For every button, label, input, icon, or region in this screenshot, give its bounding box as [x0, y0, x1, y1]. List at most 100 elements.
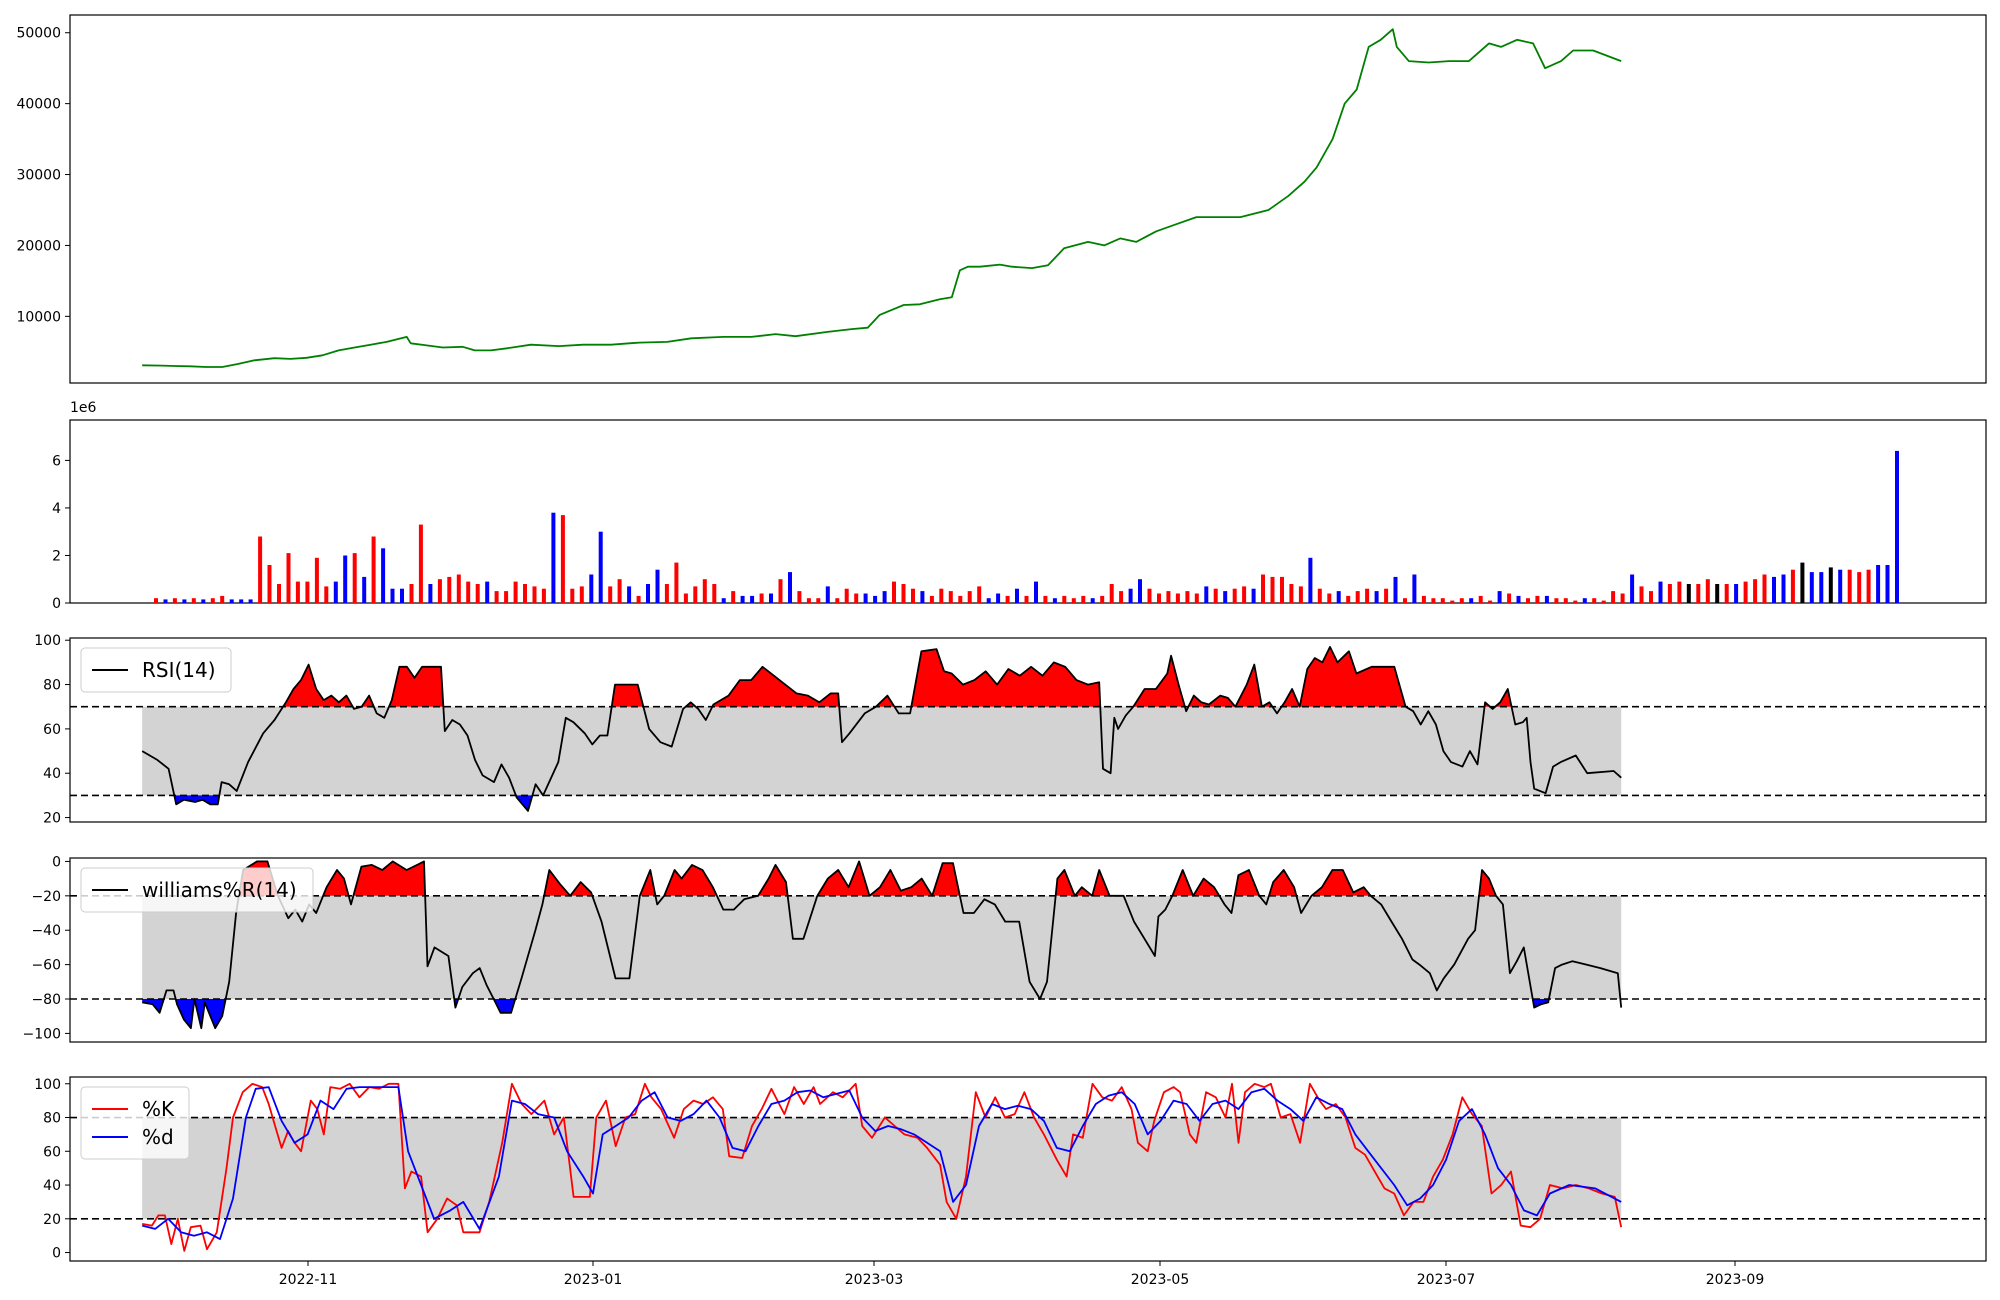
series-line-rsi14: [141, 646, 1622, 812]
volume-bar: [1204, 586, 1209, 603]
volume-bar: [1440, 598, 1445, 603]
volume-bar: [324, 586, 329, 603]
volume-bar: [806, 598, 811, 603]
volume-bar: [1393, 576, 1398, 603]
volume-bar: [1526, 598, 1530, 603]
volume-bar: [182, 599, 187, 603]
volume-bar: [1488, 600, 1493, 603]
volume-bar: [1790, 569, 1795, 603]
volume-bar: [996, 593, 1001, 603]
overbought-fill: [570, 882, 593, 896]
legend-label: %d: [142, 1125, 174, 1149]
volume-bar: [1724, 584, 1729, 603]
volume-bar: [1052, 598, 1057, 603]
volume-bar: [1090, 598, 1095, 603]
volume-bar: [201, 599, 206, 603]
volume-bar: [1157, 593, 1161, 603]
volume-bar: [579, 586, 584, 603]
volume-bar: [778, 579, 783, 603]
volume-offset-label: 1e6: [70, 400, 97, 416]
volume-bar: [1554, 598, 1559, 603]
legend-box: [80, 1086, 190, 1160]
volume-bar: [267, 565, 272, 603]
volume-bar: [1743, 581, 1748, 603]
volume-bar: [750, 595, 755, 603]
overbought-fill: [1235, 664, 1262, 707]
volume-bar: [447, 576, 452, 603]
volume-bar: [948, 591, 953, 603]
legend: RSI(14): [80, 647, 232, 693]
volume-bar: [1696, 584, 1701, 603]
volume-bar: [163, 599, 168, 603]
volume-bar: [1138, 579, 1142, 603]
volume-bar: [1223, 591, 1228, 603]
volume-bar: [1478, 595, 1483, 603]
y-tick-label: 2: [52, 548, 61, 564]
volume-bar: [674, 562, 679, 603]
volume-bar: [664, 584, 669, 603]
volume-bar: [1412, 574, 1417, 603]
volume-bar: [541, 588, 546, 603]
volume-bar: [475, 584, 480, 603]
volume-bar: [1658, 581, 1663, 603]
volume-bar: [1592, 598, 1597, 603]
y-tick-label: 0: [52, 854, 61, 870]
volume-bar: [1876, 565, 1881, 603]
volume-bar: [977, 586, 982, 603]
volume-bar: [1705, 579, 1710, 603]
y-tick-label: 4: [52, 501, 61, 517]
volume-bar: [1507, 593, 1512, 603]
y-tick-label: −40: [31, 923, 61, 939]
legend: %K %d: [80, 1086, 190, 1160]
volume-bar: [1081, 595, 1086, 603]
volume-bar: [920, 591, 925, 603]
volume-bar: [863, 593, 868, 603]
volume-bar: [343, 555, 348, 603]
volume-bar: [712, 584, 717, 603]
volume-bar: [1251, 588, 1256, 603]
volume-bar: [683, 593, 688, 603]
y-tick-label: 60: [43, 722, 61, 738]
volume-bar: [1686, 584, 1691, 603]
neutral-band: [142, 706, 1622, 796]
volume-bar: [1857, 572, 1862, 603]
x-tick-label: 2023-01: [564, 1272, 623, 1288]
plot-frame: [69, 1076, 1987, 1262]
volume-bar: [305, 581, 310, 603]
volume-bar: [589, 574, 594, 603]
volume-bar: [390, 588, 395, 603]
legend-label: williams%R(14): [142, 878, 297, 902]
volume-bar: [769, 593, 773, 603]
volume-bar: [844, 588, 849, 603]
y-tick-label: 60: [43, 1144, 61, 1160]
volume-bar: [437, 579, 442, 603]
x-tick-label: 2023-09: [1706, 1272, 1765, 1288]
volume-bar: [873, 595, 878, 603]
overbought-fill: [1133, 655, 1185, 707]
volume-bar: [532, 586, 537, 603]
volume-bar: [220, 595, 225, 603]
volume-bar: [1544, 595, 1549, 603]
y-tick-label: 10000: [16, 309, 61, 325]
volume-bar: [248, 599, 253, 603]
volume-bar: [456, 574, 461, 603]
volume-bar: [1762, 574, 1767, 603]
volume-bar: [333, 581, 338, 603]
volume-bar: [627, 586, 632, 603]
volume-bar: [1005, 595, 1010, 603]
y-tick-label: 100: [34, 1077, 61, 1093]
volume-bar: [1317, 588, 1322, 603]
volume-bar: [1620, 593, 1625, 603]
volume-bar: [295, 581, 300, 603]
volume-bar: [1071, 598, 1076, 603]
volume-bar: [1800, 562, 1805, 603]
volume-bar: [1582, 598, 1587, 603]
volume-bar: [693, 586, 698, 603]
volume-bar: [929, 595, 934, 603]
volume-bar: [286, 553, 291, 603]
volume-bar: [239, 599, 244, 603]
overbought-fill: [1055, 870, 1075, 896]
volume-bar: [1885, 565, 1890, 603]
volume-bar: [1819, 572, 1824, 603]
volume-bar: [466, 581, 471, 603]
